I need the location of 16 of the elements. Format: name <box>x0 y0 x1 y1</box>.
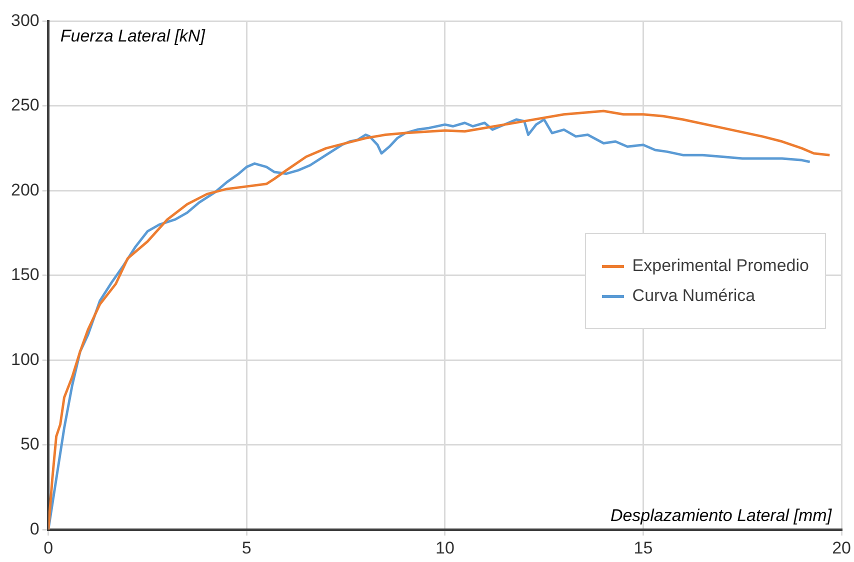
y-tick-label: 300 <box>10 10 40 30</box>
x-axis-title: Desplazamiento Lateral [mm] <box>610 506 833 525</box>
x-tick-label: 15 <box>634 538 653 558</box>
legend-label: Curva Numérica <box>632 286 756 306</box>
legend-label: Experimental Promedio <box>632 256 809 276</box>
y-tick-label: 150 <box>10 265 40 284</box>
x-tick-label: 10 <box>435 538 454 558</box>
y-axis-title: Fuerza Lateral [kN] <box>60 26 206 46</box>
y-tick-label: 50 <box>20 434 40 454</box>
y-tick-label: 0 <box>30 519 40 538</box>
y-tick-label: 100 <box>10 350 40 369</box>
y-tick-label: 250 <box>10 96 40 115</box>
x-tick-label: 5 <box>242 538 252 558</box>
x-tick-label: 20 <box>832 538 852 558</box>
x-tick-label: 0 <box>44 538 54 558</box>
y-tick-label: 200 <box>10 180 40 200</box>
